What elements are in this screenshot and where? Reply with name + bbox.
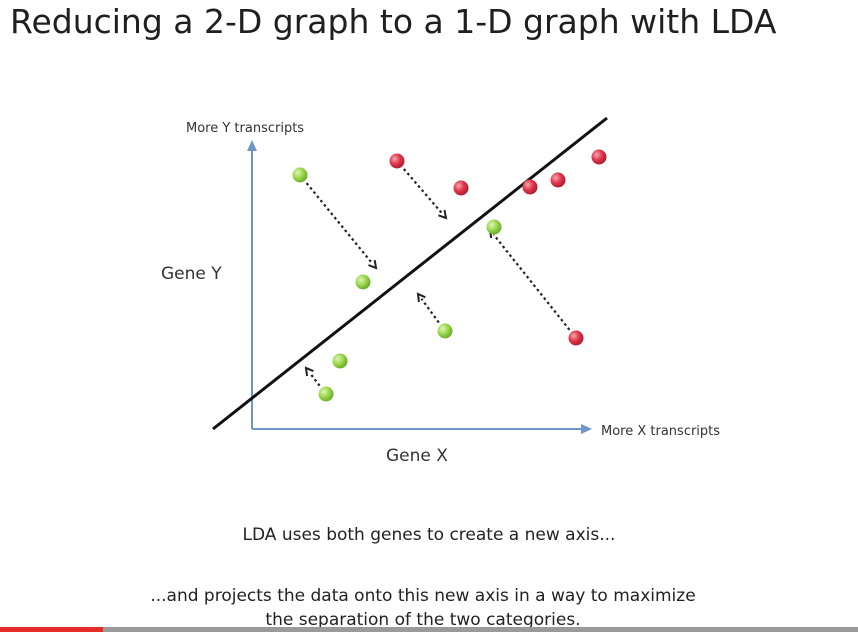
- projection-arrowhead: [368, 259, 378, 270]
- green-data-point: [486, 219, 502, 235]
- y-axis-end-label: More Y transcripts: [186, 121, 304, 136]
- projection-arrowhead: [304, 366, 314, 377]
- projection-arrow: [308, 372, 321, 387]
- y-axis-label: Gene Y: [161, 264, 222, 284]
- x-axis-arrowhead: [581, 424, 592, 434]
- video-progress-bar[interactable]: [0, 627, 858, 632]
- lda-axis-line: [212, 116, 608, 431]
- projection-arrowhead: [416, 292, 426, 303]
- y-axis-arrowhead: [247, 140, 257, 151]
- green-data-point: [292, 167, 308, 183]
- caption-line-1: LDA uses both genes to create a new axis…: [242, 525, 616, 545]
- red-data-point: [389, 153, 405, 169]
- projection-arrow: [492, 234, 571, 331]
- projection-arrowhead: [438, 209, 448, 220]
- red-data-point: [550, 172, 566, 188]
- x-axis-label: Gene X: [386, 446, 448, 466]
- green-data-point: [437, 323, 453, 339]
- green-data-point: [318, 386, 334, 402]
- data-points: [292, 149, 607, 402]
- projection-arrow: [420, 298, 440, 324]
- x-axis-end-label: More X transcripts: [601, 424, 720, 439]
- projection-arrows: [304, 168, 571, 387]
- projection-arrow: [305, 182, 374, 265]
- video-progress-played: [0, 627, 103, 632]
- projection-arrow: [403, 168, 443, 215]
- red-data-point: [568, 330, 584, 346]
- red-data-point: [453, 180, 469, 196]
- red-data-point: [591, 149, 607, 165]
- caption-line-2: ...and projects the data onto this new a…: [150, 586, 696, 606]
- slide-title: Reducing a 2-D graph to a 1-D graph with…: [10, 2, 777, 41]
- green-data-point: [332, 353, 348, 369]
- green-data-point: [355, 274, 371, 290]
- red-data-point: [522, 179, 538, 195]
- caption-line-3: the separation of the two categories.: [265, 610, 581, 630]
